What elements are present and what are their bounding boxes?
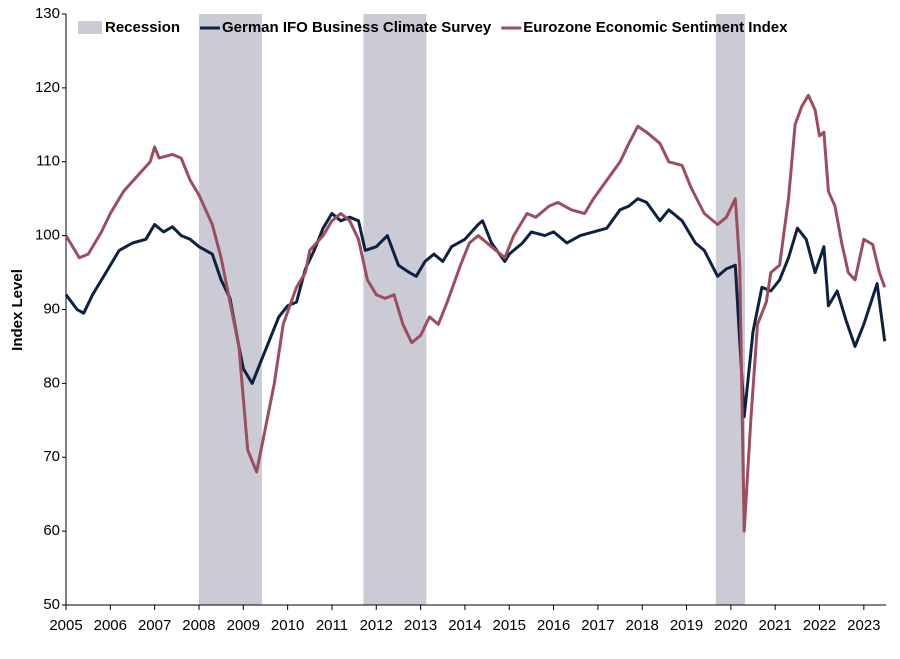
y-tick-label: 120 [35, 79, 60, 96]
y-tick-label: 100 [35, 227, 60, 244]
x-tick-label: 2009 [227, 617, 260, 634]
x-tick-label: 2016 [537, 617, 570, 634]
x-tick-label: 2019 [670, 617, 703, 634]
y-tick-label: 50 [43, 596, 60, 613]
y-tick-label: 130 [35, 5, 60, 22]
legend-swatch [78, 21, 102, 34]
legend-label: Eurozone Economic Sentiment Index [523, 19, 788, 36]
x-tick-label: 2005 [49, 617, 82, 634]
y-tick-label: 60 [43, 522, 60, 539]
x-tick-label: 2020 [714, 617, 747, 634]
x-tick-label: 2014 [448, 617, 481, 634]
x-tick-label: 2015 [493, 617, 526, 634]
y-tick-label: 70 [43, 448, 60, 465]
legend-label: German IFO Business Climate Survey [222, 19, 492, 36]
x-tick-label: 2007 [138, 617, 171, 634]
x-tick-label: 2022 [803, 617, 836, 634]
x-tick-label: 2023 [847, 617, 880, 634]
x-tick-label: 2012 [360, 617, 393, 634]
y-tick-label: 80 [43, 374, 60, 391]
x-tick-label: 2018 [626, 617, 659, 634]
x-tick-label: 2021 [759, 617, 792, 634]
x-tick-label: 2017 [581, 617, 614, 634]
y-tick-label: 110 [36, 153, 60, 170]
x-tick-label: 2008 [182, 617, 215, 634]
x-tick-label: 2013 [404, 617, 437, 634]
x-tick-label: 2010 [271, 617, 304, 634]
line-series [64, 197, 887, 419]
line-series [64, 93, 887, 533]
x-tick-label: 2006 [94, 617, 127, 634]
legend-label: Recession [105, 19, 180, 36]
recession-band [363, 14, 427, 605]
y-axis-label: Index Level [9, 269, 26, 351]
x-tick-label: 2011 [316, 617, 348, 634]
y-tick-label: 90 [43, 300, 60, 317]
